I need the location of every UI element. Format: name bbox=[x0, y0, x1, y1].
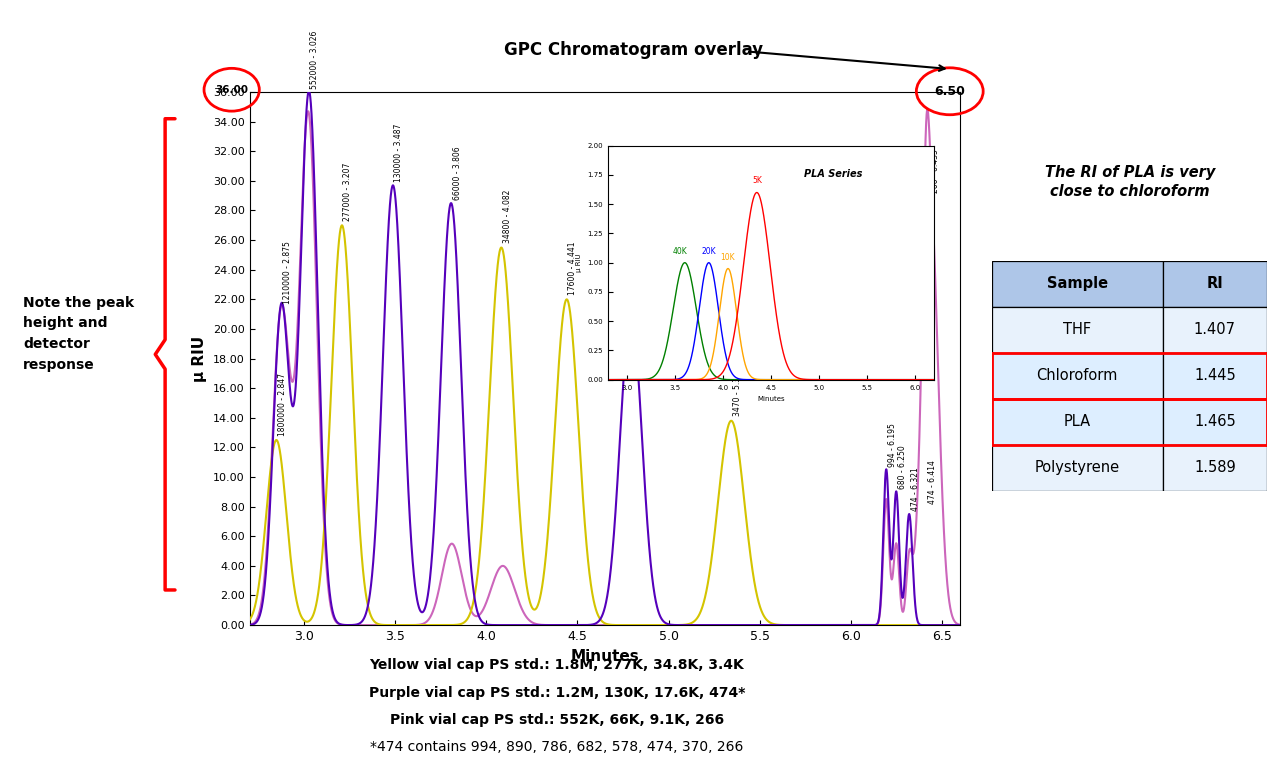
Text: 1.589: 1.589 bbox=[1194, 460, 1235, 476]
FancyBboxPatch shape bbox=[1162, 445, 1267, 491]
Text: 474 - 6.321: 474 - 6.321 bbox=[910, 467, 919, 511]
Text: Chloroform: Chloroform bbox=[1037, 368, 1117, 384]
Text: 277000 - 3.207: 277000 - 3.207 bbox=[343, 163, 352, 221]
FancyBboxPatch shape bbox=[992, 445, 1162, 491]
X-axis label: Minutes: Minutes bbox=[758, 396, 785, 402]
X-axis label: Minutes: Minutes bbox=[571, 649, 639, 663]
Text: 1.407: 1.407 bbox=[1194, 322, 1236, 337]
Text: PLA Series: PLA Series bbox=[804, 169, 863, 179]
Text: RI: RI bbox=[1207, 276, 1224, 291]
Text: 680 - 6.250: 680 - 6.250 bbox=[897, 445, 906, 489]
Text: PLA: PLA bbox=[1064, 414, 1091, 430]
Text: *474 contains 994, 890, 786, 682, 578, 474, 370, 266: *474 contains 994, 890, 786, 682, 578, 4… bbox=[370, 740, 744, 754]
Text: 994 - 6.195: 994 - 6.195 bbox=[888, 423, 897, 466]
FancyBboxPatch shape bbox=[992, 261, 1162, 307]
Text: 17600 - 4.441: 17600 - 4.441 bbox=[568, 242, 577, 295]
Text: 1800000 - 2.847: 1800000 - 2.847 bbox=[278, 373, 287, 436]
Text: 6.50: 6.50 bbox=[934, 85, 965, 97]
Text: 130000 - 3.487: 130000 - 3.487 bbox=[394, 124, 403, 183]
FancyBboxPatch shape bbox=[1162, 261, 1267, 307]
Text: 34800 - 4.082: 34800 - 4.082 bbox=[503, 189, 512, 243]
Text: 20K: 20K bbox=[701, 247, 716, 255]
Text: Pink vial cap PS std.: 552K, 66K, 9.1K, 266: Pink vial cap PS std.: 552K, 66K, 9.1K, … bbox=[389, 713, 724, 727]
Text: 10K: 10K bbox=[721, 252, 735, 262]
FancyBboxPatch shape bbox=[992, 399, 1162, 445]
Text: 1.445: 1.445 bbox=[1194, 368, 1235, 384]
FancyBboxPatch shape bbox=[992, 307, 1162, 353]
Y-axis label: μ RIU: μ RIU bbox=[192, 335, 207, 382]
Text: 3470 - 5.344: 3470 - 5.344 bbox=[732, 367, 741, 416]
Text: Note the peak
height and
detector
response: Note the peak height and detector respon… bbox=[23, 296, 134, 371]
Text: 36.00: 36.00 bbox=[215, 84, 248, 95]
Text: Polystyrene: Polystyrene bbox=[1034, 460, 1120, 476]
Text: THF: THF bbox=[1064, 322, 1092, 337]
Text: 66000 - 3.806: 66000 - 3.806 bbox=[453, 146, 462, 200]
Text: Yellow vial cap PS std.: 1.8M, 277K, 34.8K, 3.4K: Yellow vial cap PS std.: 1.8M, 277K, 34.… bbox=[370, 658, 744, 672]
Text: GPC Chromatogram overlay: GPC Chromatogram overlay bbox=[504, 41, 763, 59]
FancyBboxPatch shape bbox=[992, 353, 1162, 399]
FancyBboxPatch shape bbox=[1162, 353, 1267, 399]
Text: 474 - 6.414: 474 - 6.414 bbox=[928, 459, 937, 504]
Text: 5K: 5K bbox=[751, 176, 762, 186]
Text: 1210000 - 2.875: 1210000 - 2.875 bbox=[283, 241, 292, 304]
FancyBboxPatch shape bbox=[1162, 307, 1267, 353]
Text: 40K: 40K bbox=[672, 247, 687, 255]
Text: 1.465: 1.465 bbox=[1194, 414, 1235, 430]
Y-axis label: μ RIU: μ RIU bbox=[576, 253, 582, 272]
Text: Sample: Sample bbox=[1047, 276, 1108, 291]
Text: 552000 - 3.026: 552000 - 3.026 bbox=[311, 31, 320, 89]
FancyBboxPatch shape bbox=[1162, 399, 1267, 445]
Text: Purple vial cap PS std.: 1.2M, 130K, 17.6K, 474*: Purple vial cap PS std.: 1.2M, 130K, 17.… bbox=[369, 686, 745, 700]
Text: The RI of PLA is very
close to chloroform: The RI of PLA is very close to chlorofor… bbox=[1044, 165, 1216, 199]
Text: 9130 - 4.794: 9130 - 4.794 bbox=[632, 262, 641, 311]
Text: 266 - 6.435: 266 - 6.435 bbox=[932, 149, 941, 193]
